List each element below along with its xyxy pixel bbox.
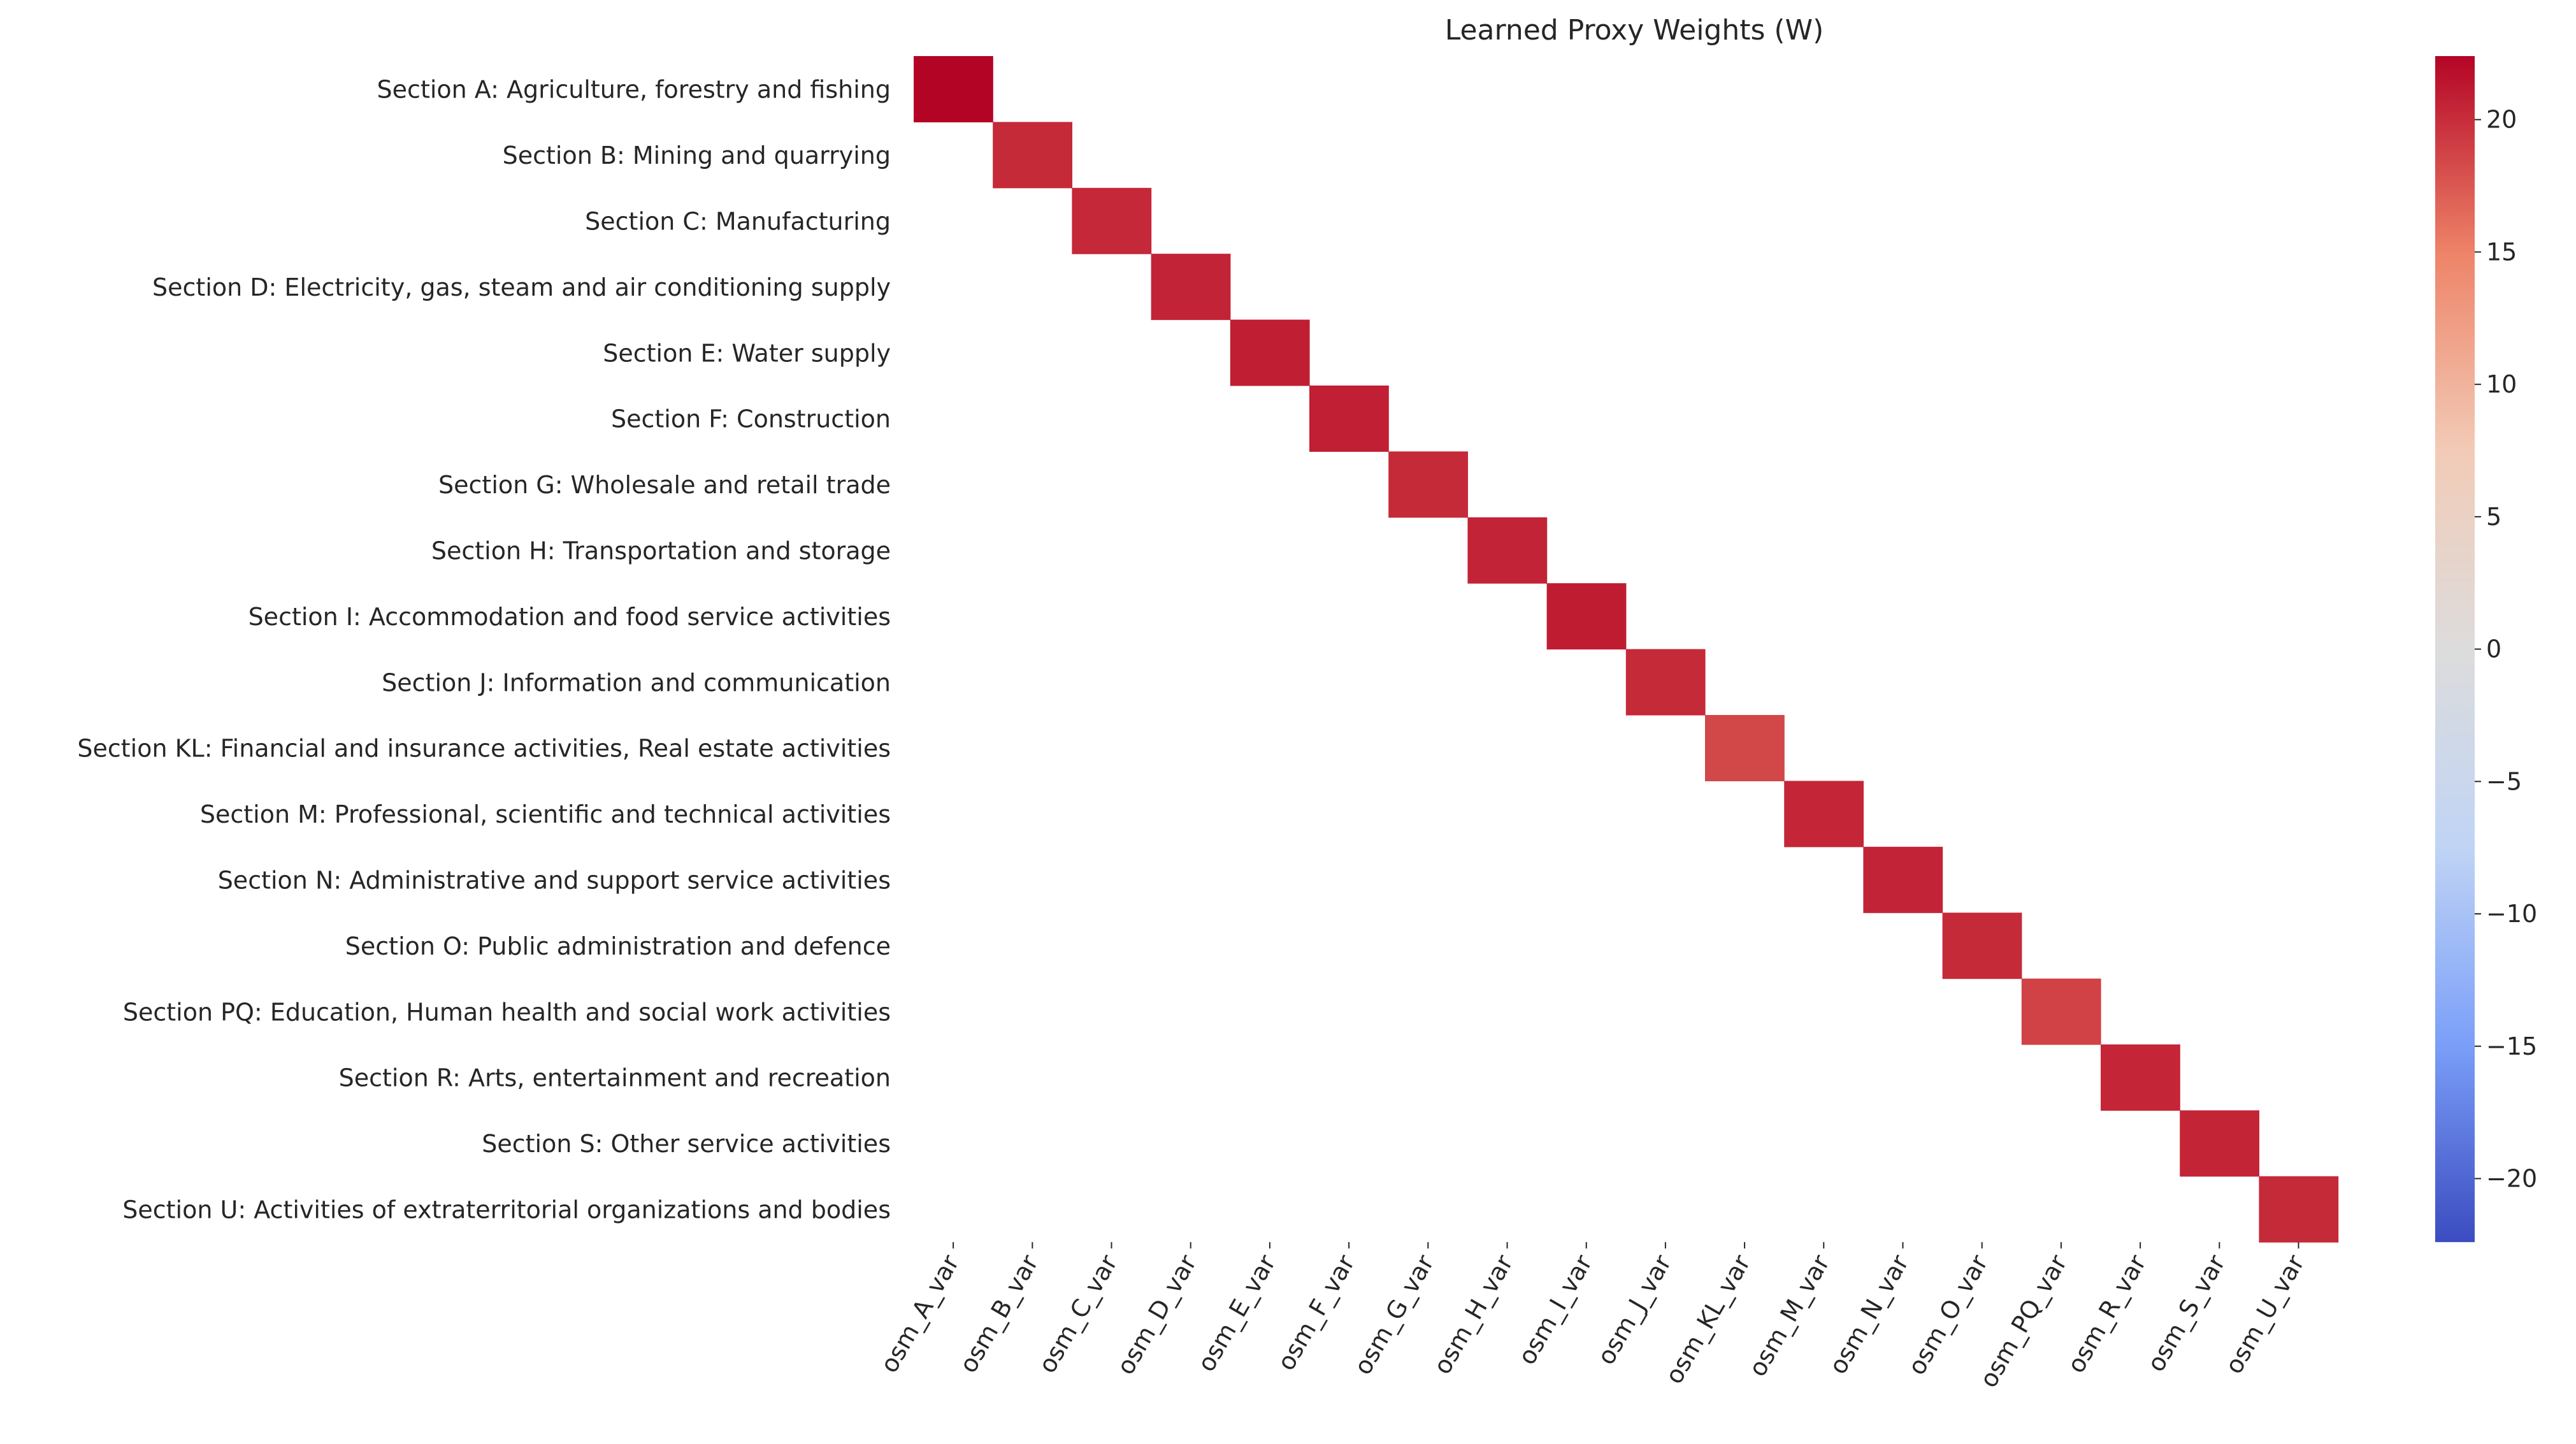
column-tick-label: osm_H_var	[1428, 1250, 1518, 1378]
colorbar: 20 15 10 5 0 −5 −10 −15 −20	[2435, 56, 2537, 1243]
heatmap-cells	[914, 56, 2339, 1243]
heatmap-cell	[914, 56, 993, 122]
chart-title: Learned Proxy Weights (W)	[1445, 14, 1824, 47]
heatmap-cell	[1072, 187, 1152, 254]
row-tick-label: Section G: Wholesale and retail trade	[438, 471, 891, 499]
heatmap-cell	[1942, 913, 2022, 979]
column-labels: osm_A_varosm_B_varosm_C_varosm_D_varosm_…	[875, 1242, 2310, 1392]
heatmap-cell	[1388, 451, 1468, 518]
column-tick-label: osm_M_var	[1743, 1250, 1835, 1381]
row-tick-label: Section J: Information and communication	[382, 668, 891, 697]
heatmap-cell	[1230, 319, 1310, 386]
colorbar-tick-label: −5	[2486, 767, 2522, 795]
colorbar-tick-label: −15	[2486, 1032, 2537, 1060]
column-tick-label: osm_E_var	[1192, 1250, 1281, 1376]
row-tick-label: Section R: Arts, entertainment and recre…	[339, 1064, 891, 1092]
heatmap-cell	[1784, 781, 1864, 848]
column-tick-label: osm_J_var	[1592, 1250, 1677, 1369]
heatmap-cell	[1309, 386, 1389, 452]
heatmap-cell	[993, 122, 1072, 189]
colorbar-tick-label: 0	[2486, 635, 2501, 663]
column-tick-label: osm_B_var	[954, 1250, 1044, 1377]
row-tick-label: Section M: Professional, scientific and …	[200, 800, 891, 828]
column-tick-label: osm_O_var	[1903, 1250, 1994, 1380]
column-tick-label: osm_I_var	[1513, 1250, 1598, 1369]
column-tick-label: osm_S_var	[2141, 1250, 2231, 1376]
heatmap-cell	[1151, 254, 1231, 321]
column-tick-label: osm_R_var	[2062, 1250, 2152, 1378]
column-tick-label: osm_D_var	[1111, 1250, 1202, 1379]
column-tick-label: osm_N_var	[1824, 1250, 1914, 1378]
heatmap-cell	[1705, 715, 1785, 781]
heatmap-cell	[2180, 1110, 2259, 1177]
row-tick-label: Section S: Other service activities	[482, 1130, 891, 1158]
colorbar-tick-label: 10	[2486, 370, 2517, 398]
row-tick-label: Section C: Manufacturing	[585, 208, 891, 236]
heatmap-cell	[1863, 846, 1943, 913]
row-tick-label: Section A: Agriculture, forestry and fis…	[377, 76, 891, 104]
heatmap-cell	[2101, 1044, 2180, 1111]
row-tick-label: Section E: Water supply	[603, 339, 891, 367]
colorbar-tick-label: 5	[2486, 503, 2501, 531]
heatmap-cell	[1467, 517, 1548, 584]
colorbar-tick-label: −20	[2486, 1164, 2537, 1192]
row-tick-label: Section I: Accommodation and food servic…	[248, 603, 891, 631]
column-tick-label: osm_G_var	[1349, 1250, 1440, 1379]
row-tick-label: Section D: Electricity, gas, steam and a…	[152, 273, 891, 301]
column-tick-label: osm_F_var	[1272, 1250, 1360, 1375]
column-tick-label: osm_KL_var	[1660, 1250, 1756, 1389]
heatmap-cell	[2259, 1176, 2339, 1243]
row-labels: Section A: Agriculture, forestry and fis…	[77, 76, 891, 1224]
column-tick-label: osm_U_var	[2220, 1250, 2310, 1378]
row-tick-label: Section O: Public administration and def…	[345, 932, 891, 960]
row-tick-label: Section H: Transportation and storage	[431, 537, 891, 565]
row-tick-label: Section PQ: Education, Human health and …	[123, 998, 891, 1026]
colorbar-tick-label: −10	[2486, 900, 2537, 928]
row-tick-label: Section N: Administrative and support se…	[218, 867, 891, 895]
row-tick-label: Section KL: Financial and insurance acti…	[77, 735, 891, 763]
heatmap-cell	[1546, 583, 1627, 650]
colorbar-tick-label: 15	[2486, 238, 2517, 266]
colorbar-gradient	[2435, 56, 2475, 1243]
heatmap-cell	[2021, 978, 2101, 1045]
column-tick-label: osm_A_var	[875, 1250, 965, 1377]
column-tick-label: osm_C_var	[1033, 1250, 1123, 1378]
heatmap-cell	[1625, 649, 1706, 716]
row-tick-label: Section F: Construction	[611, 405, 891, 433]
row-tick-label: Section B: Mining and quarrying	[503, 141, 891, 170]
row-tick-label: Section U: Activities of extraterritoria…	[122, 1196, 891, 1224]
colorbar-tick-label: 20	[2486, 106, 2517, 134]
